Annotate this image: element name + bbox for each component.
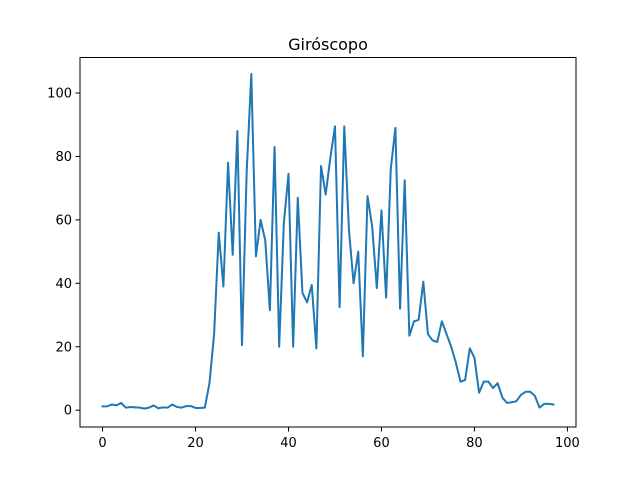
x-tick-label: 40	[280, 436, 297, 451]
x-tick-label: 100	[555, 436, 580, 451]
x-tick-label: 80	[466, 436, 483, 451]
chart-title: Giróscopo	[288, 35, 368, 54]
y-tick-label: 20	[55, 340, 72, 355]
y-tick-label: 60	[55, 213, 72, 228]
y-axis-ticks: 0 20 40 60 80 100	[47, 87, 80, 419]
series-line-0	[101, 72, 555, 410]
y-tick-label: 80	[55, 150, 72, 165]
y-tick-label: 40	[55, 277, 72, 292]
x-tick-label: 60	[373, 436, 390, 451]
y-tick-label: 0	[64, 404, 72, 419]
x-axis-ticks: 0 20 40 60 80 100	[98, 427, 580, 451]
axes-frame	[79, 57, 577, 428]
x-tick-label: 20	[187, 436, 204, 451]
plot-area	[101, 72, 555, 410]
y-tick-label: 100	[47, 87, 72, 102]
x-tick-label: 0	[98, 436, 106, 451]
